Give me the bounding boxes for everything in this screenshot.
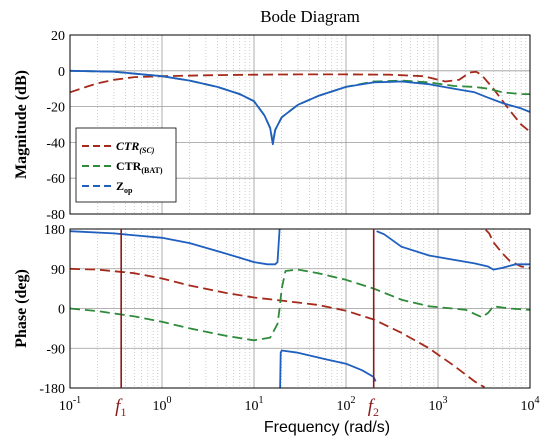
x-tick-label: 102 bbox=[337, 395, 356, 414]
x-tick-label: 10-1 bbox=[59, 395, 81, 414]
x-tick-exponent: 4 bbox=[535, 395, 540, 406]
series-line bbox=[69, 228, 530, 389]
y-tick-label: -90 bbox=[46, 342, 65, 357]
x-tick-exponent: 3 bbox=[443, 395, 448, 406]
legend-subscript: (BAT) bbox=[141, 166, 163, 175]
marker-label: f1 bbox=[115, 396, 126, 419]
y-tick-label: 20 bbox=[51, 29, 65, 44]
x-tick-label: 104 bbox=[521, 395, 540, 414]
x-tick-exponent: -1 bbox=[73, 395, 81, 406]
y-tick-label: 180 bbox=[44, 223, 65, 238]
series-line bbox=[69, 229, 531, 388]
x-tick-label: 100 bbox=[153, 395, 172, 414]
y-axis-label: Phase (deg) bbox=[13, 269, 30, 348]
y-tick-label: -180 bbox=[39, 382, 65, 397]
x-tick-label: 103 bbox=[429, 395, 448, 414]
y-tick-label: 90 bbox=[51, 263, 65, 278]
y-tick-label: -60 bbox=[46, 172, 65, 187]
x-tick-exponent: 1 bbox=[259, 395, 264, 406]
series-line bbox=[69, 70, 531, 133]
y-tick-label: 0 bbox=[58, 303, 65, 318]
series-line bbox=[69, 69, 531, 146]
panel-border bbox=[69, 34, 531, 215]
marker-subscript: 2 bbox=[373, 405, 379, 419]
y-tick-label: 0 bbox=[58, 65, 65, 80]
legend-subscript: (SC) bbox=[139, 146, 154, 155]
x-axis-label: Frequency (rad/s) bbox=[264, 419, 390, 436]
panel-border bbox=[69, 228, 531, 389]
legend-box bbox=[75, 127, 177, 203]
frequency-markers: f1 f2 bbox=[115, 229, 379, 419]
marker-subscript: 1 bbox=[120, 405, 126, 419]
panel-1: 180 90 0 -90 -180 Phase (deg) bbox=[13, 223, 531, 397]
x-tick-exponent: 0 bbox=[167, 395, 172, 406]
y-axis-label: Magnitude (dB) bbox=[13, 70, 30, 179]
x-tick-exponent: 2 bbox=[351, 395, 356, 406]
legend: CTR(SC)CTR(BAT)Zop bbox=[75, 127, 177, 203]
marker-label: f2 bbox=[368, 396, 379, 419]
x-tick-label: 101 bbox=[245, 395, 264, 414]
plot-panels: 20 0 -20 -40 -60 -80 Magnitude (dB) 180 90 0 -90 -1… bbox=[13, 29, 531, 397]
chart-title: Bode Diagram bbox=[260, 7, 360, 26]
legend-subscript: op bbox=[124, 186, 133, 195]
y-tick-label: -20 bbox=[46, 101, 65, 116]
y-tick-label: -40 bbox=[46, 136, 65, 151]
series-line bbox=[69, 268, 531, 342]
x-axis: 10-1 100 101 102 103 104 bbox=[59, 395, 540, 414]
y-tick-label: -80 bbox=[46, 208, 65, 223]
